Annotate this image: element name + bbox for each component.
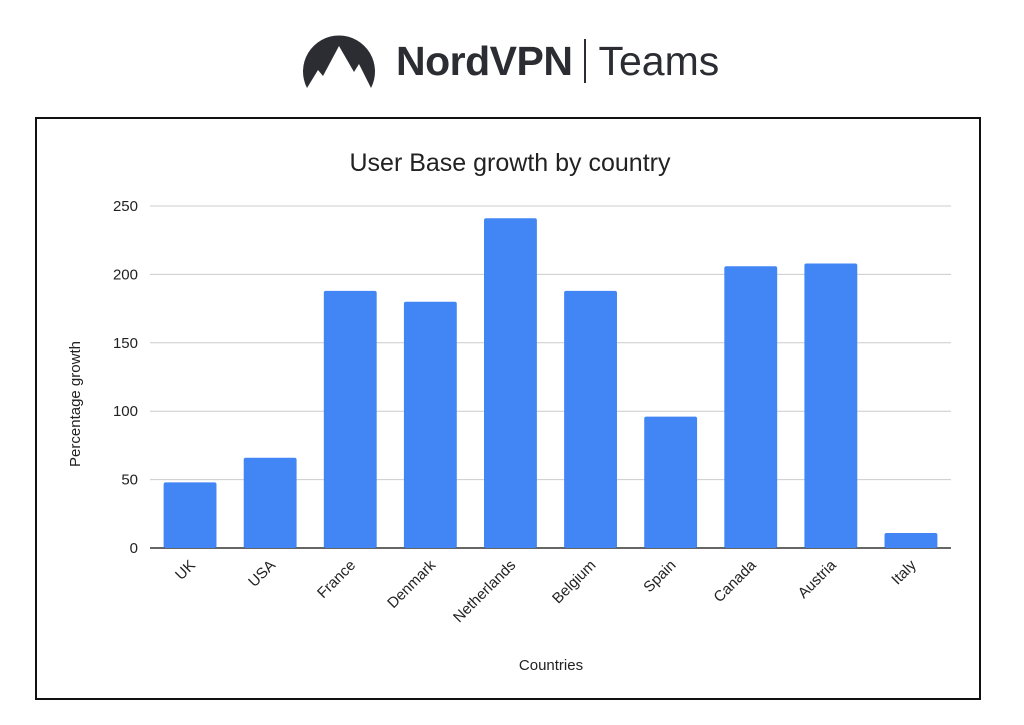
x-tick-label: France bbox=[314, 557, 359, 602]
bar-spain bbox=[644, 416, 698, 548]
bars bbox=[163, 218, 938, 548]
bar-italy bbox=[884, 532, 938, 548]
y-tick-label: 100 bbox=[113, 403, 138, 420]
brand-name: NordVPN bbox=[396, 37, 573, 84]
chart-title: User Base growth by country bbox=[350, 149, 671, 177]
mountain-logo-icon bbox=[303, 35, 375, 88]
chart-frame: User Base growth by country 0 50 100 150 200… bbox=[35, 117, 981, 700]
brand-subtitle: Teams bbox=[598, 37, 720, 84]
header: NordVPN Teams bbox=[0, 0, 1024, 110]
x-tick-label: Spain bbox=[640, 557, 679, 596]
brand-wordmark: NordVPN Teams bbox=[396, 33, 719, 89]
bar-france bbox=[323, 290, 377, 548]
x-axis-label: Countries bbox=[519, 657, 583, 674]
y-tick-label: 0 bbox=[130, 540, 138, 557]
y-axis-label: Percentage growth bbox=[67, 341, 84, 467]
y-tick-label: 50 bbox=[121, 472, 138, 489]
bar-netherlands bbox=[484, 218, 537, 548]
x-tick-label: Austria bbox=[795, 556, 840, 601]
x-tick-label: Belgium bbox=[549, 557, 599, 607]
x-tick-label: Canada bbox=[710, 556, 760, 606]
x-tick-label: Netherlands bbox=[450, 557, 519, 626]
x-tick-label: Denmark bbox=[384, 556, 439, 611]
bar-uk bbox=[163, 482, 217, 548]
bar-canada bbox=[724, 266, 778, 548]
bar-austria bbox=[804, 263, 858, 548]
x-tick-label: USA bbox=[245, 557, 279, 591]
bar-denmark bbox=[403, 301, 457, 548]
bar-usa bbox=[243, 457, 297, 548]
y-tick-label: 150 bbox=[113, 335, 138, 352]
x-tick-label: Italy bbox=[888, 556, 920, 588]
x-tick-label: UK bbox=[172, 557, 199, 584]
brand-separator bbox=[584, 39, 587, 83]
y-tick-labels: 0 50 100 150 200 250 bbox=[113, 198, 138, 557]
bar-chart: User Base growth by country 0 50 100 150 200… bbox=[67, 149, 951, 674]
bar-belgium bbox=[564, 290, 617, 548]
y-tick-label: 250 bbox=[113, 198, 138, 215]
x-tick-labels: UK USA France Denmark Netherlands Belgium Spai… bbox=[172, 556, 920, 626]
y-tick-label: 200 bbox=[113, 266, 138, 283]
